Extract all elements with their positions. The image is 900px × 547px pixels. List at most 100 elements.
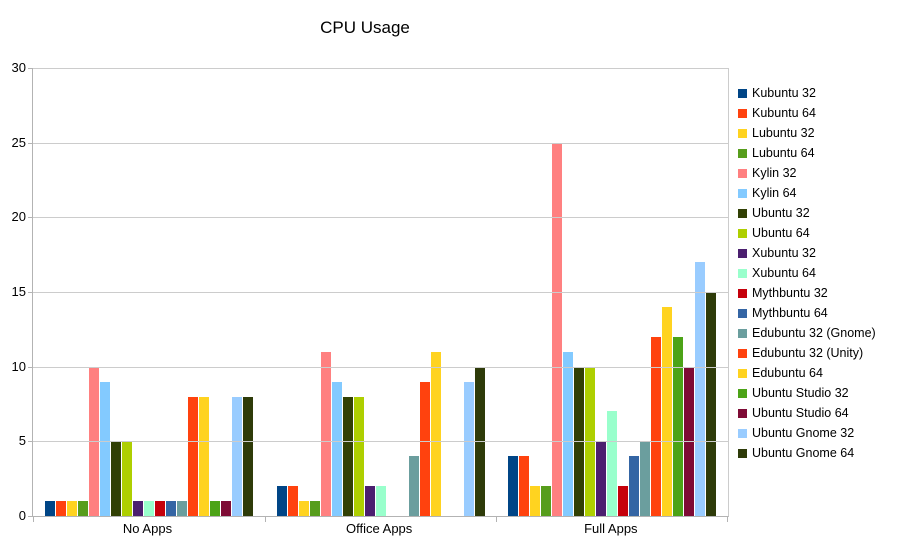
bar-kylin-32-no-apps (88, 366, 99, 516)
legend-label-ubuntu-32: Ubuntu 32 (752, 206, 810, 220)
legend-item-mythbuntu-32: Mythbuntu 32 (738, 283, 876, 303)
legend-color-chip-ubuntu-studio-64 (738, 408, 747, 418)
bar-ubuntu-studio-64-full-apps (684, 366, 695, 516)
legend-color-chip-ubuntu-gnome-32 (738, 428, 747, 438)
legend-label-xubuntu-64: Xubuntu 64 (752, 266, 816, 280)
bar-ubuntu-64-no-apps (121, 441, 132, 516)
bar-kylin-32-full-apps (552, 142, 563, 516)
legend-item-xubuntu-32: Xubuntu 32 (738, 243, 876, 263)
bar-ubuntu-64-office-apps (353, 396, 364, 516)
legend-item-edubuntu-32-unity: Edubuntu 32 (Unity) (738, 343, 876, 363)
y-axis-tick-20 (28, 217, 33, 219)
gridline-20 (33, 217, 728, 219)
bar-lubuntu-32-office-apps (298, 501, 309, 516)
bar-xubuntu-64-office-apps (375, 486, 386, 516)
legend-item-mythbuntu-64: Mythbuntu 64 (738, 303, 876, 323)
bar-ubuntu-32-office-apps (342, 396, 353, 516)
bar-kubuntu-32-full-apps (508, 456, 519, 516)
legend-item-kubuntu-32: Kubuntu 32 (738, 83, 876, 103)
y-axis-label-0: 0 (18, 508, 26, 523)
legend-item-edubuntu-64: Edubuntu 64 (738, 363, 876, 383)
plot-area (28, 68, 729, 522)
bar-group-full-apps (496, 68, 728, 516)
y-axis-label-5: 5 (18, 433, 26, 449)
bar-kubuntu-64-full-apps (519, 456, 530, 516)
bar-xubuntu-32-full-apps (596, 441, 607, 516)
x-axis-label-office-apps: Office Apps (346, 521, 413, 536)
legend-color-chip-lubuntu-32 (738, 128, 747, 138)
y-axis-tick-15 (28, 292, 33, 293)
legend-label-kylin-32: Kylin 32 (752, 166, 797, 180)
x-axis-tick-2 (496, 517, 498, 522)
bar-lubuntu-32-no-apps (66, 501, 77, 516)
legend-item-kylin-32: Kylin 32 (738, 163, 876, 183)
legend-item-lubuntu-64: Lubuntu 64 (738, 143, 876, 163)
legend-item-edubuntu-32-gnome: Edubuntu 32 (Gnome) (738, 323, 876, 343)
bar-kylin-64-full-apps (563, 351, 574, 516)
legend-label-mythbuntu-64: Mythbuntu 64 (752, 306, 828, 320)
legend-color-chip-kubuntu-64 (738, 108, 747, 118)
bar-kylin-64-office-apps (331, 381, 342, 516)
legend-item-xubuntu-64: Xubuntu 64 (738, 263, 876, 283)
gridline-30 (33, 68, 728, 69)
legend-color-chip-ubuntu-64 (738, 228, 747, 238)
y-axis-tick-10 (28, 366, 33, 368)
bar-lubuntu-32-full-apps (530, 486, 541, 516)
bar-kubuntu-32-no-apps (44, 501, 55, 516)
legend-item-ubuntu-studio-64: Ubuntu Studio 64 (738, 403, 876, 423)
y-axis-label-30: 30 (11, 60, 26, 75)
legend-color-chip-xubuntu-32 (738, 248, 747, 258)
bar-ubuntu-gnome-32-full-apps (695, 262, 706, 516)
legend-label-ubuntu-studio-32: Ubuntu Studio 32 (752, 386, 849, 400)
bar-xubuntu-32-no-apps (132, 501, 143, 516)
bar-edubuntu-64-no-apps (198, 396, 209, 516)
gridline-10 (33, 366, 728, 368)
bar-ubuntu-gnome-64-full-apps (706, 292, 717, 516)
bar-xubuntu-64-full-apps (607, 411, 618, 516)
bar-mythbuntu-32-full-apps (618, 486, 629, 516)
y-axis-tick-0 (28, 516, 33, 517)
legend-color-chip-kylin-64 (738, 188, 747, 198)
legend-item-kylin-64: Kylin 64 (738, 183, 876, 203)
bar-kubuntu-32-office-apps (276, 486, 287, 516)
bar-mythbuntu-64-full-apps (629, 456, 640, 516)
legend-label-ubuntu-64: Ubuntu 64 (752, 226, 810, 240)
bar-group-office-apps (265, 68, 497, 516)
bar-edubuntu-32-unity-full-apps (651, 336, 662, 516)
bar-xubuntu-64-no-apps (143, 501, 154, 516)
legend-label-ubuntu-studio-64: Ubuntu Studio 64 (752, 406, 849, 420)
bar-groups-container (33, 68, 728, 516)
x-axis-tick-0 (33, 517, 34, 522)
bar-edubuntu-64-full-apps (662, 306, 673, 516)
bar-edubuntu-32-unity-office-apps (419, 381, 430, 516)
legend-label-ubuntu-gnome-64: Ubuntu Gnome 64 (752, 446, 855, 460)
gridline-15 (33, 292, 728, 293)
bar-ubuntu-gnome-64-no-apps (242, 396, 253, 516)
bar-kubuntu-64-office-apps (287, 486, 298, 516)
bar-mythbuntu-64-no-apps (165, 501, 176, 516)
x-axis-label-no-apps: No Apps (122, 521, 173, 536)
gridline-25 (33, 142, 728, 144)
legend-label-kylin-64: Kylin 64 (752, 186, 797, 200)
legend-color-chip-edubuntu-32-unity (738, 348, 747, 358)
bar-edubuntu-64-office-apps (430, 351, 441, 516)
legend-label-kubuntu-32: Kubuntu 32 (752, 86, 816, 100)
bar-ubuntu-32-no-apps (110, 441, 121, 516)
gridline-5 (33, 441, 728, 443)
y-axis-tick-25 (28, 142, 33, 144)
y-axis-label-15: 15 (11, 284, 26, 299)
legend-color-chip-ubuntu-gnome-64 (738, 448, 747, 458)
legend-item-ubuntu-studio-32: Ubuntu Studio 32 (738, 383, 876, 403)
bar-lubuntu-64-no-apps (77, 501, 88, 516)
bar-lubuntu-64-full-apps (541, 486, 552, 516)
legend-color-chip-mythbuntu-64 (738, 308, 747, 318)
legend-color-chip-lubuntu-64 (738, 148, 747, 158)
chart-title: CPU Usage (320, 18, 410, 37)
legend-label-edubuntu-32-gnome: Edubuntu 32 (Gnome) (752, 326, 876, 340)
bar-edubuntu-32-gnome-no-apps (176, 501, 187, 516)
bar-ubuntu-gnome-32-no-apps (231, 396, 242, 516)
bar-xubuntu-32-office-apps (364, 486, 375, 516)
x-axis-tick-1 (264, 517, 266, 522)
bar-group-no-apps (33, 68, 265, 516)
